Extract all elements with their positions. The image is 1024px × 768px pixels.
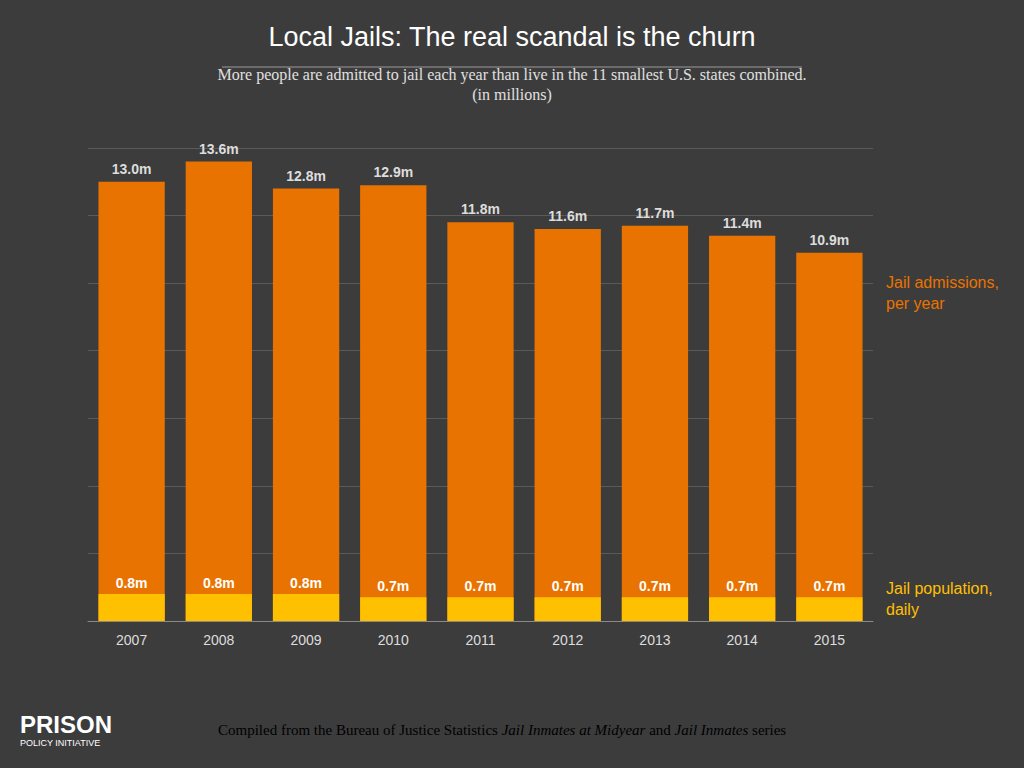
svg-text:0.8m: 0.8m	[290, 575, 322, 591]
svg-text:Jail Inmates at Midyear: Jail Inmates at Midyear	[502, 722, 646, 738]
svg-text:2008: 2008	[203, 632, 234, 648]
svg-text:Local Jails: The real scandal: Local Jails: The real scandal is the chu…	[268, 22, 755, 52]
svg-text:0.8m: 0.8m	[203, 575, 235, 591]
svg-text:2010: 2010	[378, 632, 409, 648]
svg-text:2015: 2015	[814, 632, 845, 648]
svg-text:0.7m: 0.7m	[813, 578, 845, 594]
svg-text:11.4m: 11.4m	[723, 215, 762, 231]
svg-text:Jail Inmates: Jail Inmates	[675, 722, 749, 738]
svg-text:11.6m: 11.6m	[548, 208, 587, 224]
svg-text:(in millions): (in millions)	[472, 86, 552, 104]
svg-text:2011: 2011	[465, 632, 495, 648]
svg-text:2012: 2012	[552, 632, 583, 648]
svg-text:0.7m: 0.7m	[552, 578, 584, 594]
svg-text:and: and	[645, 722, 674, 738]
svg-text:11.7m: 11.7m	[635, 205, 674, 221]
svg-text:2014: 2014	[727, 632, 758, 648]
svg-text:2013: 2013	[639, 632, 670, 648]
svg-text:daily: daily	[886, 601, 919, 618]
svg-text:Jail admissions,: Jail admissions,	[886, 274, 999, 291]
svg-text:0.8m: 0.8m	[116, 575, 148, 591]
svg-text:2009: 2009	[290, 632, 321, 648]
svg-text:Compiled from the Bureau of Ju: Compiled from the Bureau of Justice Stat…	[218, 722, 502, 738]
svg-text:Jail population,: Jail population,	[886, 580, 993, 597]
svg-text:2007: 2007	[116, 632, 147, 648]
svg-text:10.9m: 10.9m	[810, 232, 850, 248]
svg-text:0.7m: 0.7m	[639, 578, 671, 594]
svg-text:per year: per year	[886, 295, 945, 312]
svg-text:POLICY INITIATIVE: POLICY INITIATIVE	[20, 738, 100, 748]
svg-text:series: series	[748, 722, 786, 738]
svg-text:More people are admitted to ja: More people are admitted to jail each ye…	[217, 66, 806, 84]
svg-text:13.0m: 13.0m	[112, 161, 152, 177]
svg-text:11.8m: 11.8m	[461, 201, 500, 217]
svg-text:0.7m: 0.7m	[465, 578, 497, 594]
svg-text:0.7m: 0.7m	[377, 578, 409, 594]
svg-text:13.6m: 13.6m	[199, 141, 239, 157]
svg-text:12.8m: 12.8m	[286, 168, 326, 184]
svg-text:PRISON: PRISON	[20, 711, 112, 738]
svg-text:0.7m: 0.7m	[726, 578, 758, 594]
svg-text:12.9m: 12.9m	[373, 164, 413, 180]
